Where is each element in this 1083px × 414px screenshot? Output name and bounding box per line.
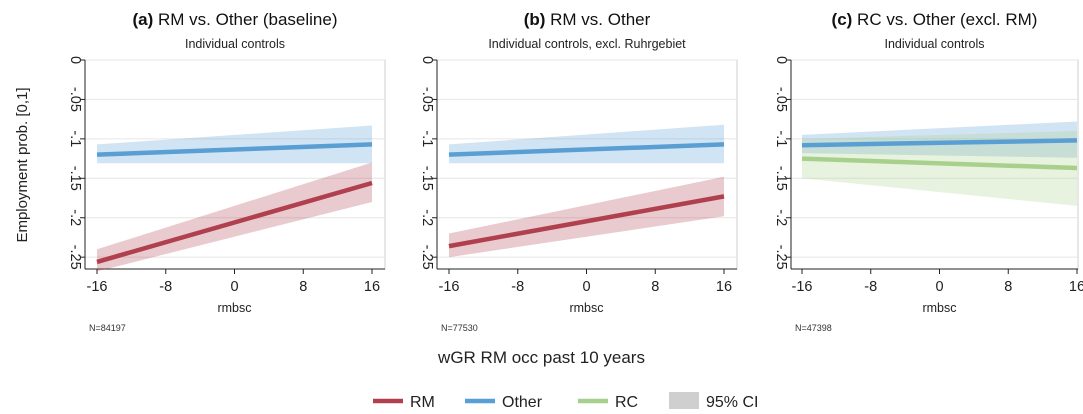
panel-b: (b) RM vs. Other Individual controls, exc… [419, 10, 738, 333]
y-tick-label: -.25 [419, 245, 435, 270]
panel-title: (c) RC vs. Other (excl. RM) [832, 10, 1038, 29]
x-tick-label: 16 [1069, 279, 1083, 295]
legend-label: 95% CI [706, 394, 758, 411]
y-tick-label: 0 [67, 56, 83, 64]
x-axis-label: rmbsc [217, 301, 251, 315]
y-tick-label: -.25 [67, 245, 83, 270]
x-axis-label: rmbsc [569, 301, 603, 315]
n-label: N=84197 [89, 323, 126, 333]
plot-area [84, 59, 386, 270]
x-tick-label: 0 [935, 279, 943, 295]
x-axis-label: rmbsc [922, 301, 956, 315]
series-line-rm [96, 180, 373, 265]
x-tick-label: 0 [230, 279, 238, 295]
panel-letter: (a) [132, 10, 153, 29]
y-tick-label: -.05 [773, 87, 789, 112]
y-axis-label: Employment prob. [0,1] [14, 87, 31, 242]
series-line-other [448, 142, 725, 157]
panel-title-text: RM vs. Other (baseline) [153, 10, 337, 29]
panels: (a) RM vs. Other (baseline) Individual co… [67, 10, 1083, 333]
shared-x-axis-label: wGR RM occ past 10 years [437, 348, 645, 367]
y-tick-label: -.2 [773, 209, 789, 226]
x-tick-label: -8 [864, 279, 877, 295]
ci-band-rm [449, 176, 724, 258]
y-tick-label: -.15 [773, 166, 789, 191]
legend-label: Other [502, 394, 543, 411]
n-label: N=47398 [795, 323, 832, 333]
panel-title-text: RM vs. Other [545, 10, 650, 29]
y-tick-label: 0 [419, 56, 435, 64]
x-tick-label: -16 [792, 279, 813, 295]
legend-item-rc: RC [578, 394, 638, 411]
ci-band-other [802, 121, 1077, 158]
y-tick-label: -.25 [773, 245, 789, 270]
panel-subtitle: Individual controls [185, 37, 285, 51]
y-tick-label: -.15 [419, 166, 435, 191]
panel-letter: (c) [832, 10, 853, 29]
panel-title-text: RC vs. Other (excl. RM) [852, 10, 1037, 29]
legend-item-95-ci: 95% CI [669, 392, 758, 411]
y-tick-label: -.1 [419, 130, 435, 147]
panel-title: (b) RM vs. Other [524, 10, 651, 29]
x-tick-label: 8 [299, 279, 307, 295]
x-tick-label: -8 [511, 279, 524, 295]
legend: RM Other RC 95% CI [373, 392, 758, 411]
panel-subtitle: Individual controls [884, 37, 984, 51]
y-tick-label: -.05 [67, 87, 83, 112]
x-tick-label: 0 [582, 279, 590, 295]
n-label: N=77530 [441, 323, 478, 333]
panel-a: (a) RM vs. Other (baseline) Individual co… [67, 10, 386, 333]
x-tick-label: -16 [87, 279, 108, 295]
y-tick-label: 0 [773, 56, 789, 64]
series-line-rm [448, 194, 725, 249]
legend-item-other: Other [465, 394, 543, 411]
series-line-other [96, 142, 373, 157]
x-tick-label: 8 [1004, 279, 1012, 295]
y-tick-label: -.15 [67, 166, 83, 191]
series-line-other [801, 138, 1078, 148]
x-tick-label: 8 [651, 279, 659, 295]
series-line-rc [801, 156, 1078, 171]
y-tick-label: -.2 [67, 209, 83, 226]
panel-subtitle: Individual controls, excl. Ruhrgebiet [488, 37, 686, 51]
x-tick-label: 16 [364, 279, 380, 295]
y-tick-label: -.1 [67, 130, 83, 147]
x-tick-label: -16 [439, 279, 460, 295]
y-tick-label: -.2 [419, 209, 435, 226]
plot-area [436, 59, 738, 270]
panel-c: (c) RC vs. Other (excl. RM) Individual co… [773, 10, 1083, 333]
y-tick-label: -.05 [419, 87, 435, 112]
legend-label: RM [410, 394, 435, 411]
legend-item-rm: RM [373, 394, 435, 411]
legend-label: RC [615, 394, 638, 411]
y-tick-label: -.1 [773, 130, 789, 147]
ci-band-rc [802, 131, 1077, 206]
panel-letter: (b) [524, 10, 546, 29]
panel-title: (a) RM vs. Other (baseline) [132, 10, 337, 29]
legend-swatch [669, 392, 699, 409]
x-tick-label: -8 [159, 279, 172, 295]
x-tick-label: 16 [716, 279, 732, 295]
